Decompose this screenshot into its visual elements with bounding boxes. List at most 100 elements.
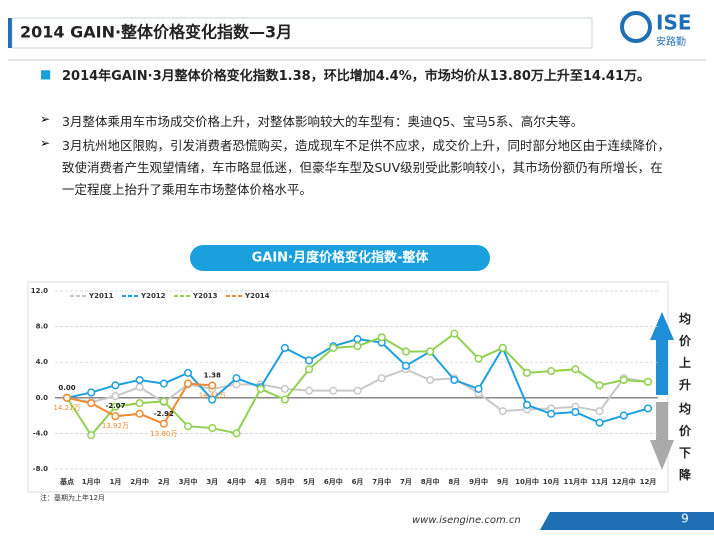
x-tick-label: 12月 bbox=[640, 478, 657, 486]
logo-sub: 安路勤 bbox=[656, 35, 686, 48]
data-point bbox=[498, 343, 507, 353]
data-point bbox=[159, 397, 168, 406]
x-tick-label: 6月中 bbox=[324, 477, 343, 486]
data-label: -2.92 bbox=[154, 410, 174, 418]
chart-title: GAIN·月度价格变化指数-整体 bbox=[252, 250, 430, 266]
x-tick-label: 9月 bbox=[497, 478, 509, 486]
y-tick-label: -4.0 bbox=[33, 429, 48, 437]
x-tick-label: 3月 bbox=[206, 478, 218, 486]
legend-label: Y2013 bbox=[192, 292, 218, 300]
data-point bbox=[280, 395, 289, 404]
x-tick-label: 9月中 bbox=[469, 477, 488, 486]
data-label: 1.38 bbox=[204, 372, 221, 380]
data-point bbox=[183, 368, 193, 377]
x-tick-label: 2月中 bbox=[130, 477, 149, 486]
data-point bbox=[450, 329, 459, 338]
x-tick-label: 11月 bbox=[591, 478, 608, 486]
legend-label: Y2012 bbox=[140, 292, 166, 300]
plot-frame bbox=[27, 281, 669, 493]
logo: ISE bbox=[656, 11, 692, 35]
data-point bbox=[643, 404, 653, 413]
data-point bbox=[329, 386, 338, 395]
data-point bbox=[426, 347, 435, 356]
bullet-marker: ■ bbox=[40, 67, 52, 81]
data-point bbox=[377, 374, 386, 383]
x-tick-label: 4月中 bbox=[227, 477, 246, 486]
data-point bbox=[619, 411, 628, 420]
bullet: 3月杭州地区限购，引发消费者恐慌购买，造成现车不足供不应求，成交价上升，同时部分… bbox=[62, 138, 670, 197]
data-point bbox=[305, 386, 314, 395]
x-tick-label: 5月中 bbox=[275, 477, 294, 486]
price-label: 14.21万 bbox=[53, 404, 80, 412]
data-point bbox=[111, 381, 120, 390]
data-point bbox=[111, 412, 120, 421]
x-tick-label: 2月 bbox=[158, 478, 170, 486]
side-label-up: 均价上升 bbox=[679, 312, 692, 392]
data-point bbox=[280, 384, 289, 393]
data-point bbox=[353, 386, 362, 395]
data-label: -2.07 bbox=[105, 402, 125, 410]
price-label: 14.41万 bbox=[199, 392, 226, 400]
x-tick-label: 3月中 bbox=[179, 477, 198, 486]
footer-url: www.isengine.com.cn bbox=[412, 515, 521, 526]
data-point bbox=[522, 368, 532, 377]
x-tick-label: 6月 bbox=[352, 478, 364, 486]
data-point bbox=[595, 407, 604, 416]
x-tick-label: 4月 bbox=[255, 478, 267, 486]
page-number: 9 bbox=[681, 512, 689, 526]
x-tick-label: 10月中 bbox=[515, 477, 539, 486]
note: 注：基期为上年12月 bbox=[40, 493, 105, 502]
data-point bbox=[135, 409, 144, 418]
x-tick-label: 8月中 bbox=[421, 477, 440, 486]
data-point bbox=[595, 418, 604, 427]
data-point bbox=[426, 375, 435, 385]
data-point bbox=[111, 391, 120, 401]
slide-title: 2014 GAIN·整体价格变化指数—3月 bbox=[20, 23, 292, 42]
x-tick-label: 12月中 bbox=[612, 477, 636, 486]
data-point bbox=[111, 402, 120, 411]
data-point bbox=[87, 388, 96, 397]
data-point bbox=[353, 335, 362, 344]
data-point bbox=[305, 356, 314, 365]
x-tick-label: 11月中 bbox=[564, 477, 588, 486]
data-point bbox=[135, 375, 144, 385]
x-tick-label: 8月 bbox=[448, 478, 460, 486]
data-point bbox=[498, 407, 507, 416]
data-point bbox=[208, 395, 217, 404]
data-point bbox=[208, 381, 217, 390]
x-tick-label: 1月中 bbox=[82, 477, 101, 486]
price-label: 13.92万 bbox=[102, 422, 129, 430]
data-point bbox=[183, 422, 193, 431]
data-label: 0.00 bbox=[58, 384, 75, 392]
bullet: 3月整体乘用车市场成交价格上升，对整体影响较大的车型有：奥迪Q5、宝马5系、高尔… bbox=[62, 114, 584, 129]
data-point bbox=[159, 419, 168, 428]
bullet-marker: ➢ bbox=[40, 112, 51, 126]
data-point bbox=[401, 361, 410, 370]
data-point bbox=[595, 381, 604, 390]
price-label: 13.80万 bbox=[150, 430, 177, 438]
legend-label: Y2014 bbox=[244, 292, 270, 300]
data-point bbox=[232, 374, 241, 383]
chart-title-pill bbox=[190, 245, 490, 271]
x-tick-label: 5月 bbox=[303, 478, 315, 486]
data-point bbox=[183, 379, 193, 388]
data-point bbox=[571, 407, 580, 417]
side-label-down: 均价下降 bbox=[679, 402, 692, 482]
data-point bbox=[547, 409, 556, 418]
x-tick-label: 基点 bbox=[59, 477, 74, 486]
data-point bbox=[159, 379, 168, 388]
x-tick-label: 7月中 bbox=[372, 477, 391, 486]
y-tick-label: 4.0 bbox=[36, 358, 49, 366]
data-point bbox=[208, 424, 217, 433]
data-point bbox=[450, 375, 459, 385]
down-arrow bbox=[650, 402, 674, 470]
bullet: 2014年GAIN·3月整体价格变化指数1.38，环比增加4.4%，市场均价从1… bbox=[62, 69, 650, 84]
title-bar bbox=[8, 18, 12, 48]
logo-icon bbox=[620, 11, 652, 43]
y-tick-label: 8.0 bbox=[36, 323, 49, 331]
data-point bbox=[87, 431, 96, 440]
footer-band bbox=[540, 512, 714, 530]
y-tick-label: 12.0 bbox=[31, 287, 48, 295]
